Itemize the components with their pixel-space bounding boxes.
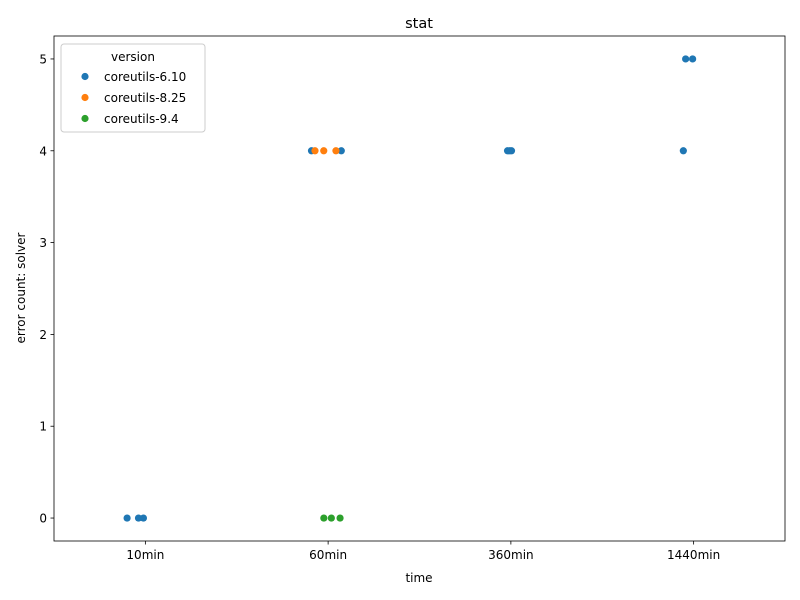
data-point xyxy=(689,55,697,63)
plot-area: 0 1 2 3 4 5 10min 60min 360min 1440min xyxy=(39,52,720,562)
data-point xyxy=(320,514,328,522)
data-point xyxy=(679,147,687,155)
x-tick-label: 360min xyxy=(488,548,534,562)
legend-entry-label: coreutils-8.25 xyxy=(104,91,186,105)
x-tick-label: 10min xyxy=(126,548,164,562)
y-tick-label: 3 xyxy=(39,236,47,250)
y-tick-label: 5 xyxy=(39,52,47,66)
legend-box xyxy=(60,43,206,133)
y-tick-label: 4 xyxy=(39,144,47,158)
x-tick-label: 60min xyxy=(309,548,347,562)
x-axis-label: time xyxy=(405,571,432,585)
data-point xyxy=(123,514,131,522)
legend-entry-label: coreutils-6.10 xyxy=(104,70,186,84)
data-point xyxy=(139,514,148,522)
legend-marker xyxy=(81,93,89,102)
data-point xyxy=(332,147,340,155)
data-point xyxy=(682,55,690,63)
x-tick-label: 1440min xyxy=(667,548,720,562)
chart-title: stat xyxy=(405,16,433,32)
data-point xyxy=(327,514,335,522)
data-point xyxy=(311,147,319,155)
data-point xyxy=(320,147,328,155)
y-tick-label: 1 xyxy=(39,420,47,434)
data-point xyxy=(337,147,345,155)
legend-marker xyxy=(81,72,89,81)
y-tick-label: 0 xyxy=(39,512,47,526)
data-point xyxy=(336,514,344,522)
legend-entry-label: coreutils-9.4 xyxy=(104,112,179,126)
y-tick-label: 2 xyxy=(39,328,47,342)
data-point xyxy=(134,514,143,522)
plot-frame xyxy=(53,35,786,542)
legend-marker xyxy=(81,114,89,123)
y-axis-label: error count: solver xyxy=(14,232,28,343)
data-point xyxy=(506,147,514,155)
legend: version coreutils-6.10 coreutils-8.25 core… xyxy=(60,43,206,133)
legend-title: version xyxy=(111,50,155,64)
